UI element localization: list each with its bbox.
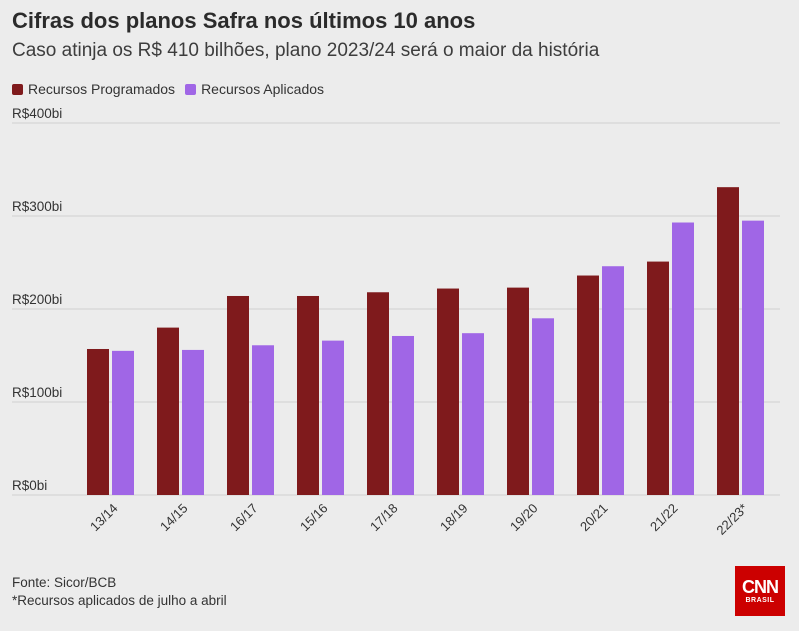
chart-subtitle: Caso atinja os R$ 410 bilhões, plano 202… [12, 40, 600, 61]
bar-aplicados [742, 220, 764, 495]
y-tick-label: R$300bi [12, 199, 62, 214]
cnn-brasil-logo: CNN BRASIL [735, 566, 785, 616]
chart-title: Cifras dos planos Safra nos últimos 10 a… [12, 8, 476, 33]
bar-chart: R$0bi R$100bi R$200bi R$300bi R$400bi 13/14 14… [12, 106, 780, 538]
legend-swatch-programados [12, 83, 23, 95]
bar-aplicados [532, 318, 554, 495]
logo-sub: BRASIL [745, 596, 775, 604]
bar-aplicados [252, 345, 274, 495]
x-tick-label: 21/22 [647, 501, 681, 535]
x-tick-label: 13/14 [87, 501, 121, 535]
x-tick-label: 14/15 [157, 501, 191, 535]
bar-programados [647, 261, 669, 495]
bar-programados [227, 295, 249, 495]
x-tick-label: 16/17 [227, 501, 261, 535]
bar-programados [157, 327, 179, 495]
bar-programados [577, 275, 599, 495]
bar-aplicados [462, 333, 484, 495]
bar-programados [507, 287, 529, 495]
x-tick-label: 19/20 [507, 501, 541, 535]
legend-item-aplicados: Recursos Aplicados [185, 81, 324, 97]
logo-main: CNN [742, 576, 779, 597]
bar-programados [717, 187, 739, 496]
bar-aplicados [112, 350, 134, 495]
source-note: Fonte: Sicor/BCB [12, 575, 117, 590]
legend-label-programados: Recursos Programados [28, 81, 176, 97]
y-tick-label: R$200bi [12, 292, 62, 307]
bar-aplicados [392, 335, 414, 495]
bar-aplicados [602, 266, 624, 495]
bar-aplicados [322, 340, 344, 495]
legend-item-programados: Recursos Programados [12, 81, 175, 97]
x-tick-label: 17/18 [367, 501, 401, 535]
bar-programados [437, 288, 459, 495]
x-tick-label: 20/21 [577, 501, 611, 535]
y-tick-label: R$100bi [12, 385, 62, 400]
legend-label-aplicados: Recursos Aplicados [201, 81, 325, 97]
legend-swatch-aplicados [185, 83, 197, 95]
bar-aplicados [182, 349, 204, 495]
x-tick-label: 18/19 [437, 501, 471, 535]
bar-programados [367, 292, 389, 495]
bar-programados [87, 348, 109, 495]
bar-programados [297, 295, 319, 495]
x-tick-label: 15/16 [297, 501, 331, 535]
chart-legend: Recursos Programados Recursos Aplicados [12, 81, 334, 97]
footnote: *Recursos aplicados de julho a abril [12, 593, 227, 608]
y-tick-label: R$400bi [12, 106, 62, 121]
bar-aplicados [672, 222, 694, 495]
y-tick-label: R$0bi [12, 478, 47, 493]
x-tick-label: 22/23* [713, 501, 750, 538]
footer: Fonte: Sicor/BCB *Recursos aplicados de … [12, 574, 227, 610]
